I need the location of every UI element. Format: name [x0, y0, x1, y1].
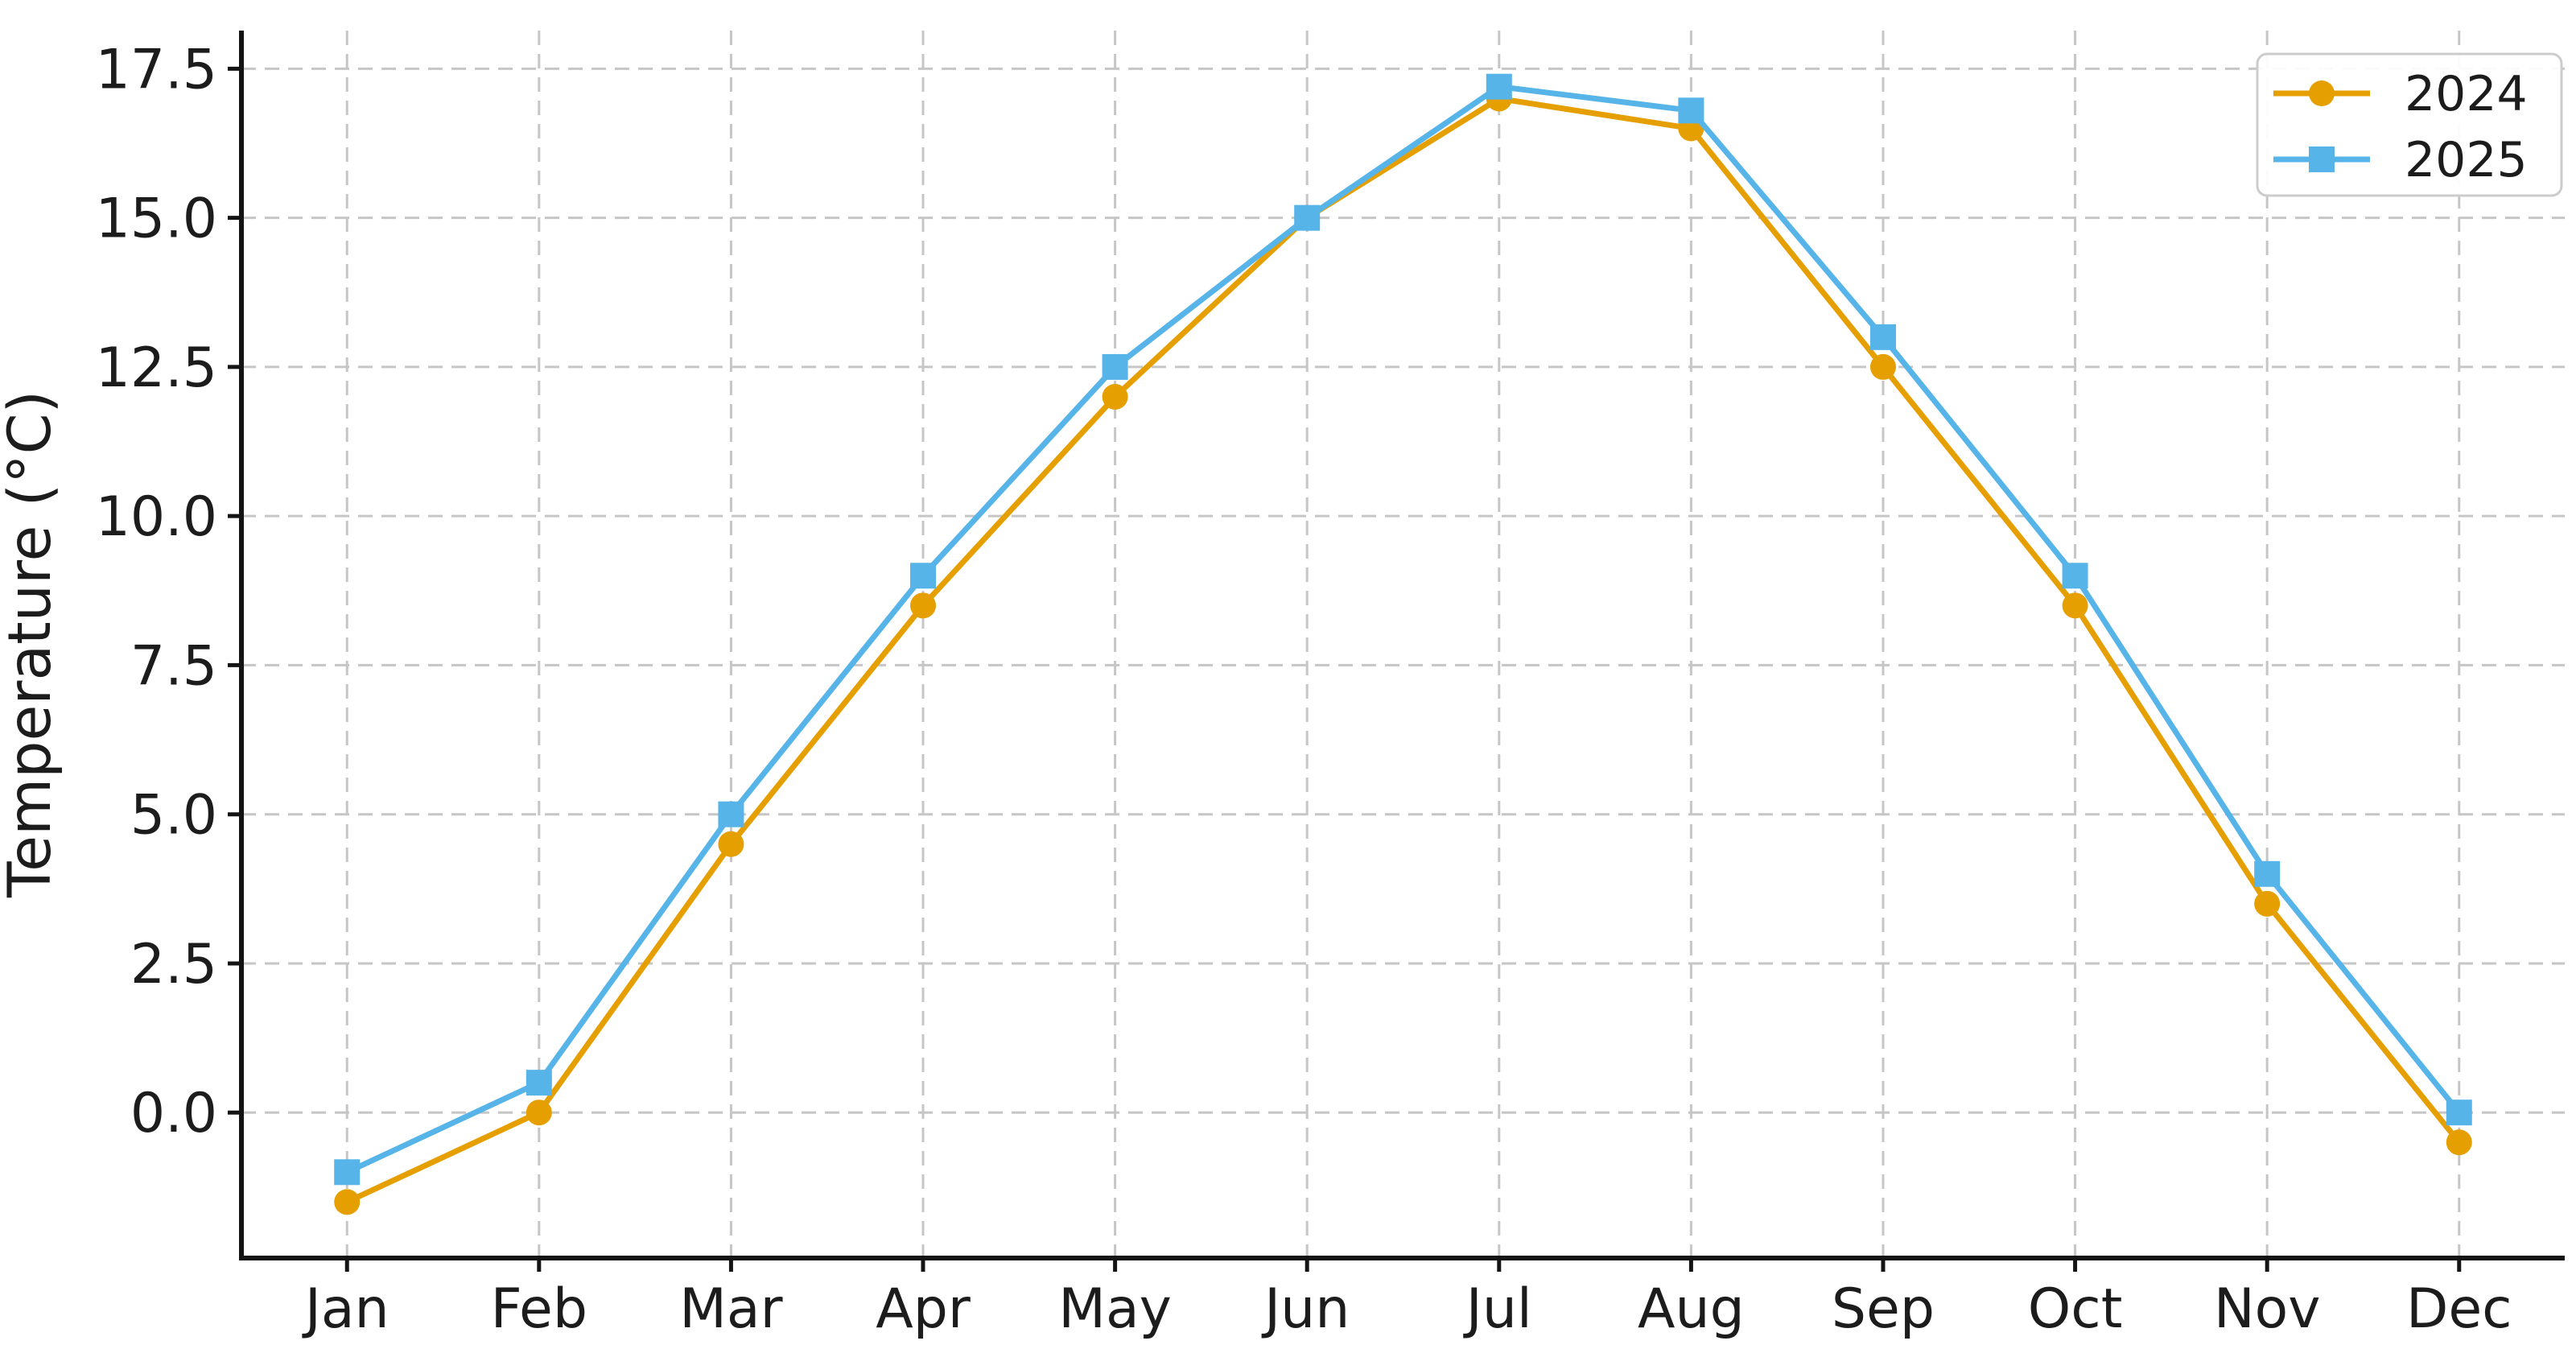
marker-2024	[2446, 1129, 2472, 1156]
marker-2025	[1102, 353, 1128, 380]
marker-2025	[526, 1070, 552, 1096]
marker-2025	[1294, 204, 1321, 231]
y-tick-label: 5.0	[130, 784, 217, 848]
x-tick-label: May	[1058, 1277, 1172, 1341]
legend-label-2025: 2025	[2405, 132, 2528, 188]
y-tick-label: 17.5	[96, 38, 217, 101]
marker-2025	[1869, 324, 1896, 350]
marker-2024	[2062, 592, 2088, 619]
y-tick-label: 0.0	[130, 1082, 217, 1145]
marker-2024	[2254, 890, 2281, 917]
x-tick-label: Mar	[679, 1277, 782, 1341]
x-tick-label: Sep	[1832, 1277, 1935, 1341]
x-tick-label: Jun	[1261, 1277, 1350, 1341]
x-tick-label: Jan	[302, 1277, 389, 1341]
x-tick-label: Dec	[2406, 1277, 2512, 1341]
x-tick-label: Nov	[2214, 1277, 2321, 1341]
x-tick-label: Aug	[1638, 1277, 1745, 1341]
marker-2024	[1102, 383, 1128, 410]
y-tick-label: 10.0	[96, 485, 217, 549]
x-tick-label: Feb	[491, 1277, 587, 1341]
marker-2025	[2254, 860, 2281, 887]
marker-2024	[1869, 353, 1896, 380]
marker-2024	[910, 592, 937, 619]
series-line-2025	[344, 84, 2463, 1175]
x-tick-label: Jul	[1463, 1277, 1532, 1341]
series-line-2024	[344, 95, 2463, 1205]
legend-marker-2025	[2309, 146, 2335, 172]
y-tick-label: 7.5	[130, 634, 217, 698]
y-axis-label: Temperature (°C)	[0, 390, 64, 898]
marker-2025	[1486, 73, 1512, 100]
x-tick-label: Apr	[876, 1277, 971, 1341]
marker-2025	[718, 801, 744, 827]
y-tick-label: 12.5	[96, 336, 217, 400]
legend-marker-2024	[2309, 80, 2335, 106]
y-tick-label: 2.5	[130, 933, 217, 996]
marker-2024	[718, 831, 744, 857]
marker-2024	[334, 1189, 361, 1215]
x-tick-label: Oct	[2028, 1277, 2123, 1341]
marker-2025	[334, 1159, 361, 1186]
marker-2025	[2062, 563, 2088, 589]
y-tick-label: 15.0	[96, 188, 217, 251]
legend-label-2024: 2024	[2405, 66, 2528, 122]
marker-2025	[2446, 1099, 2472, 1126]
marker-2025	[910, 563, 937, 589]
marker-2025	[1678, 97, 1704, 124]
marker-2024	[526, 1099, 552, 1126]
